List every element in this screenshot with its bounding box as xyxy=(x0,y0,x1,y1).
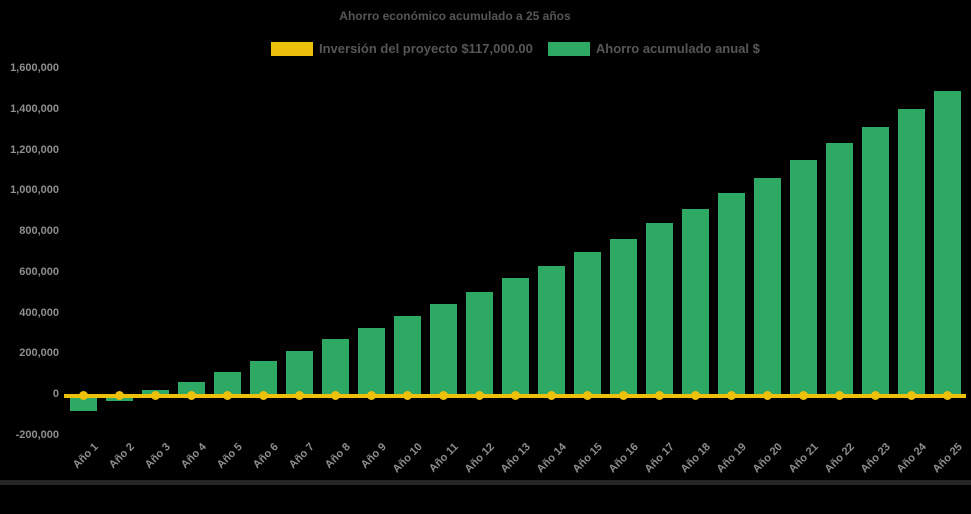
chart: Ahorro económico acumulado a 25 años Inv… xyxy=(0,9,971,485)
y-axis-tick-label: -200,000 xyxy=(15,428,59,441)
y-axis-tick-label: 1,200,000 xyxy=(10,143,59,156)
bar-año-1 xyxy=(69,394,97,411)
investment-line-marker xyxy=(726,391,736,400)
investment-line-marker xyxy=(474,391,484,400)
investment-line-marker xyxy=(834,391,844,400)
chart-title: Ahorro económico acumulado a 25 años xyxy=(339,9,571,23)
bar-año-12 xyxy=(465,291,493,395)
investment-line-marker xyxy=(546,391,556,400)
y-axis-tick-label: 600,000 xyxy=(19,265,59,278)
bar-año-22 xyxy=(825,142,853,395)
investment-line-marker xyxy=(798,391,808,400)
bar-año-9 xyxy=(357,328,385,395)
legend-swatch-savings xyxy=(547,41,590,56)
investment-line-marker xyxy=(222,391,232,400)
y-axis-tick-label: 0 xyxy=(52,388,59,400)
investment-line-marker xyxy=(114,391,124,400)
bar-año-6 xyxy=(249,360,277,395)
investment-line-marker xyxy=(762,391,772,400)
y-axis-tick-label: 1,600,000 xyxy=(10,62,59,74)
investment-line-marker xyxy=(150,391,160,400)
bar-año-15 xyxy=(573,251,601,395)
bar-año-13 xyxy=(501,278,529,395)
bar-año-7 xyxy=(285,350,313,395)
investment-line-marker xyxy=(618,391,628,400)
legend-label-investment: Inversión del proyecto $117,000.00 xyxy=(319,41,533,56)
bar-año-5 xyxy=(213,372,241,395)
investment-line-marker xyxy=(78,391,88,400)
investment-line-marker xyxy=(870,391,880,400)
bar-año-11 xyxy=(429,303,457,395)
legend-swatch-investment xyxy=(271,41,313,56)
investment-line-marker xyxy=(402,391,412,400)
investment-line-marker xyxy=(690,391,700,400)
investment-line-marker xyxy=(258,391,268,400)
investment-line-marker xyxy=(186,391,196,400)
investment-line-marker xyxy=(330,391,340,400)
bar-año-21 xyxy=(789,160,817,395)
y-axis-tick-label: 200,000 xyxy=(19,347,59,360)
investment-line-marker xyxy=(294,391,304,400)
investment-line-marker xyxy=(942,391,952,400)
bar-año-19 xyxy=(717,192,745,395)
bar-año-23 xyxy=(861,126,889,395)
bottom-edge xyxy=(0,480,971,485)
plot-area: 1,600,000 1,400,000 1,200,000 1,000,000 800,… xyxy=(10,62,966,475)
y-axis-tick-label: 400,000 xyxy=(19,306,59,319)
y-axis-tick-label: 1,000,000 xyxy=(10,184,59,197)
bar-año-14 xyxy=(537,266,565,395)
investment-line-marker xyxy=(654,391,664,400)
investment-line-marker xyxy=(366,391,376,400)
bar-año-17 xyxy=(645,223,673,395)
legend: Inversión del proyecto $117,000.00 Ahorr… xyxy=(271,41,760,56)
investment-line-marker xyxy=(438,391,448,400)
bar-año-8 xyxy=(321,339,349,395)
investment-line-marker xyxy=(906,391,916,400)
investment-line-marker xyxy=(510,391,520,400)
bar-año-25 xyxy=(933,90,961,395)
bar-año-4 xyxy=(177,382,205,395)
y-axis-tick-label: 1,400,000 xyxy=(10,102,59,115)
bar-año-10 xyxy=(393,316,421,395)
legend-label-savings: Ahorro acumulado anual $ xyxy=(595,41,760,56)
bar-año-24 xyxy=(897,109,925,395)
y-axis-tick-label: 800,000 xyxy=(19,225,59,237)
x-axis-tick-label: Año 25 xyxy=(930,440,965,476)
investment-line-marker xyxy=(582,391,592,400)
bar-año-20 xyxy=(753,177,781,395)
bar-año-18 xyxy=(681,209,709,395)
bar-año-16 xyxy=(609,238,637,395)
